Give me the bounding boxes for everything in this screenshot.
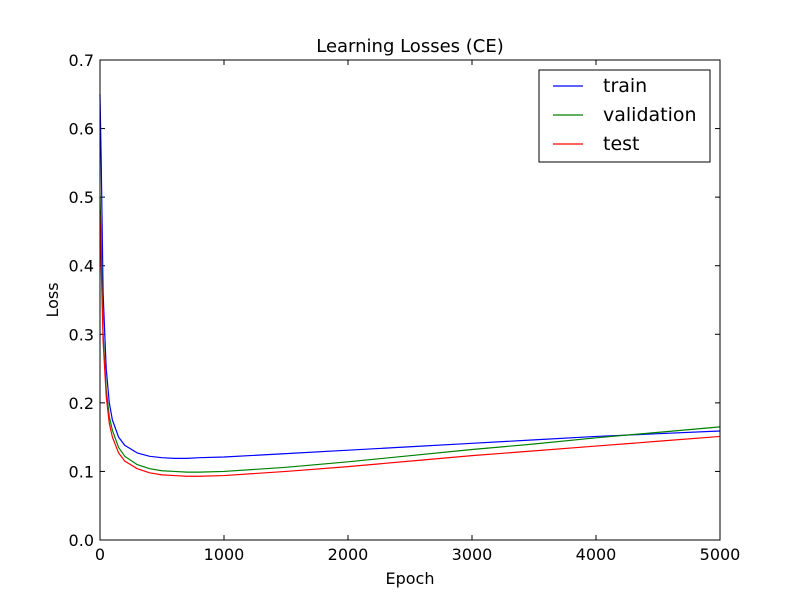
y-tick-label: 0.1 xyxy=(69,462,94,481)
legend-label-validation: validation xyxy=(603,104,697,126)
legend: train validation test xyxy=(538,69,711,163)
legend-label-train: train xyxy=(603,75,647,97)
legend-frame xyxy=(538,69,711,163)
axis-ticks: 0 1000 2000 3000 4000 5000 0.0 0.1 0.2 0.3 0.4 0.5 0… xyxy=(69,51,741,564)
y-tick-label: 0.0 xyxy=(69,531,94,550)
y-tick-label: 0.5 xyxy=(69,188,94,207)
x-tick-label: 3000 xyxy=(452,545,493,564)
series-line-train xyxy=(99,94,721,459)
x-axis-label: Epoch xyxy=(386,569,435,588)
y-tick-label: 0.3 xyxy=(69,325,94,344)
legend-label-test: test xyxy=(603,133,640,155)
x-tick-label: 2000 xyxy=(328,545,369,564)
y-axis-label: Loss xyxy=(43,282,62,317)
x-tick-label: 0 xyxy=(95,545,105,564)
plot-frame xyxy=(99,59,721,541)
y-tick-label: 0.2 xyxy=(69,394,94,413)
y-tick-label: 0.4 xyxy=(69,257,94,276)
chart-title: Learning Losses (CE) xyxy=(316,36,504,57)
y-tick-label: 0.6 xyxy=(69,120,94,139)
x-tick-label: 4000 xyxy=(576,545,617,564)
series-lines xyxy=(99,94,721,477)
series-line-test xyxy=(99,210,721,477)
y-tick-label: 0.7 xyxy=(69,51,94,70)
x-tick-label: 1000 xyxy=(204,545,245,564)
x-tick-label: 5000 xyxy=(700,545,741,564)
legend-items: train validation test xyxy=(553,75,697,155)
series-line-validation xyxy=(99,197,721,473)
